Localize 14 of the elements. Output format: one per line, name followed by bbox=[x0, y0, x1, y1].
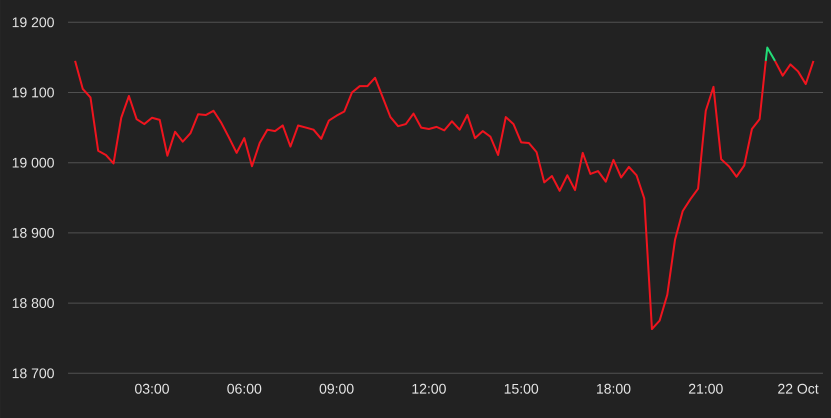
x-tick-label: 09:00 bbox=[320, 384, 354, 394]
y-tick-label: 18 800 bbox=[12, 298, 54, 308]
y-tick-label: 19 100 bbox=[12, 88, 54, 98]
x-tick-label: 03:00 bbox=[135, 384, 169, 394]
x-tick-label: 06:00 bbox=[227, 384, 262, 394]
x-tick-label: 15:00 bbox=[504, 384, 538, 394]
y-tick-label: 19 200 bbox=[12, 17, 54, 28]
x-tick-label: 18:00 bbox=[597, 384, 630, 394]
y-tick-label: 18 700 bbox=[12, 368, 54, 378]
x-tick-label: 22 Oct bbox=[778, 384, 819, 394]
y-tick-label: 19 000 bbox=[12, 158, 54, 168]
y-tick-label: 18 900 bbox=[12, 228, 54, 238]
x-tick-label: 12:00 bbox=[412, 384, 446, 394]
x-tick-label: 21:00 bbox=[688, 384, 723, 394]
